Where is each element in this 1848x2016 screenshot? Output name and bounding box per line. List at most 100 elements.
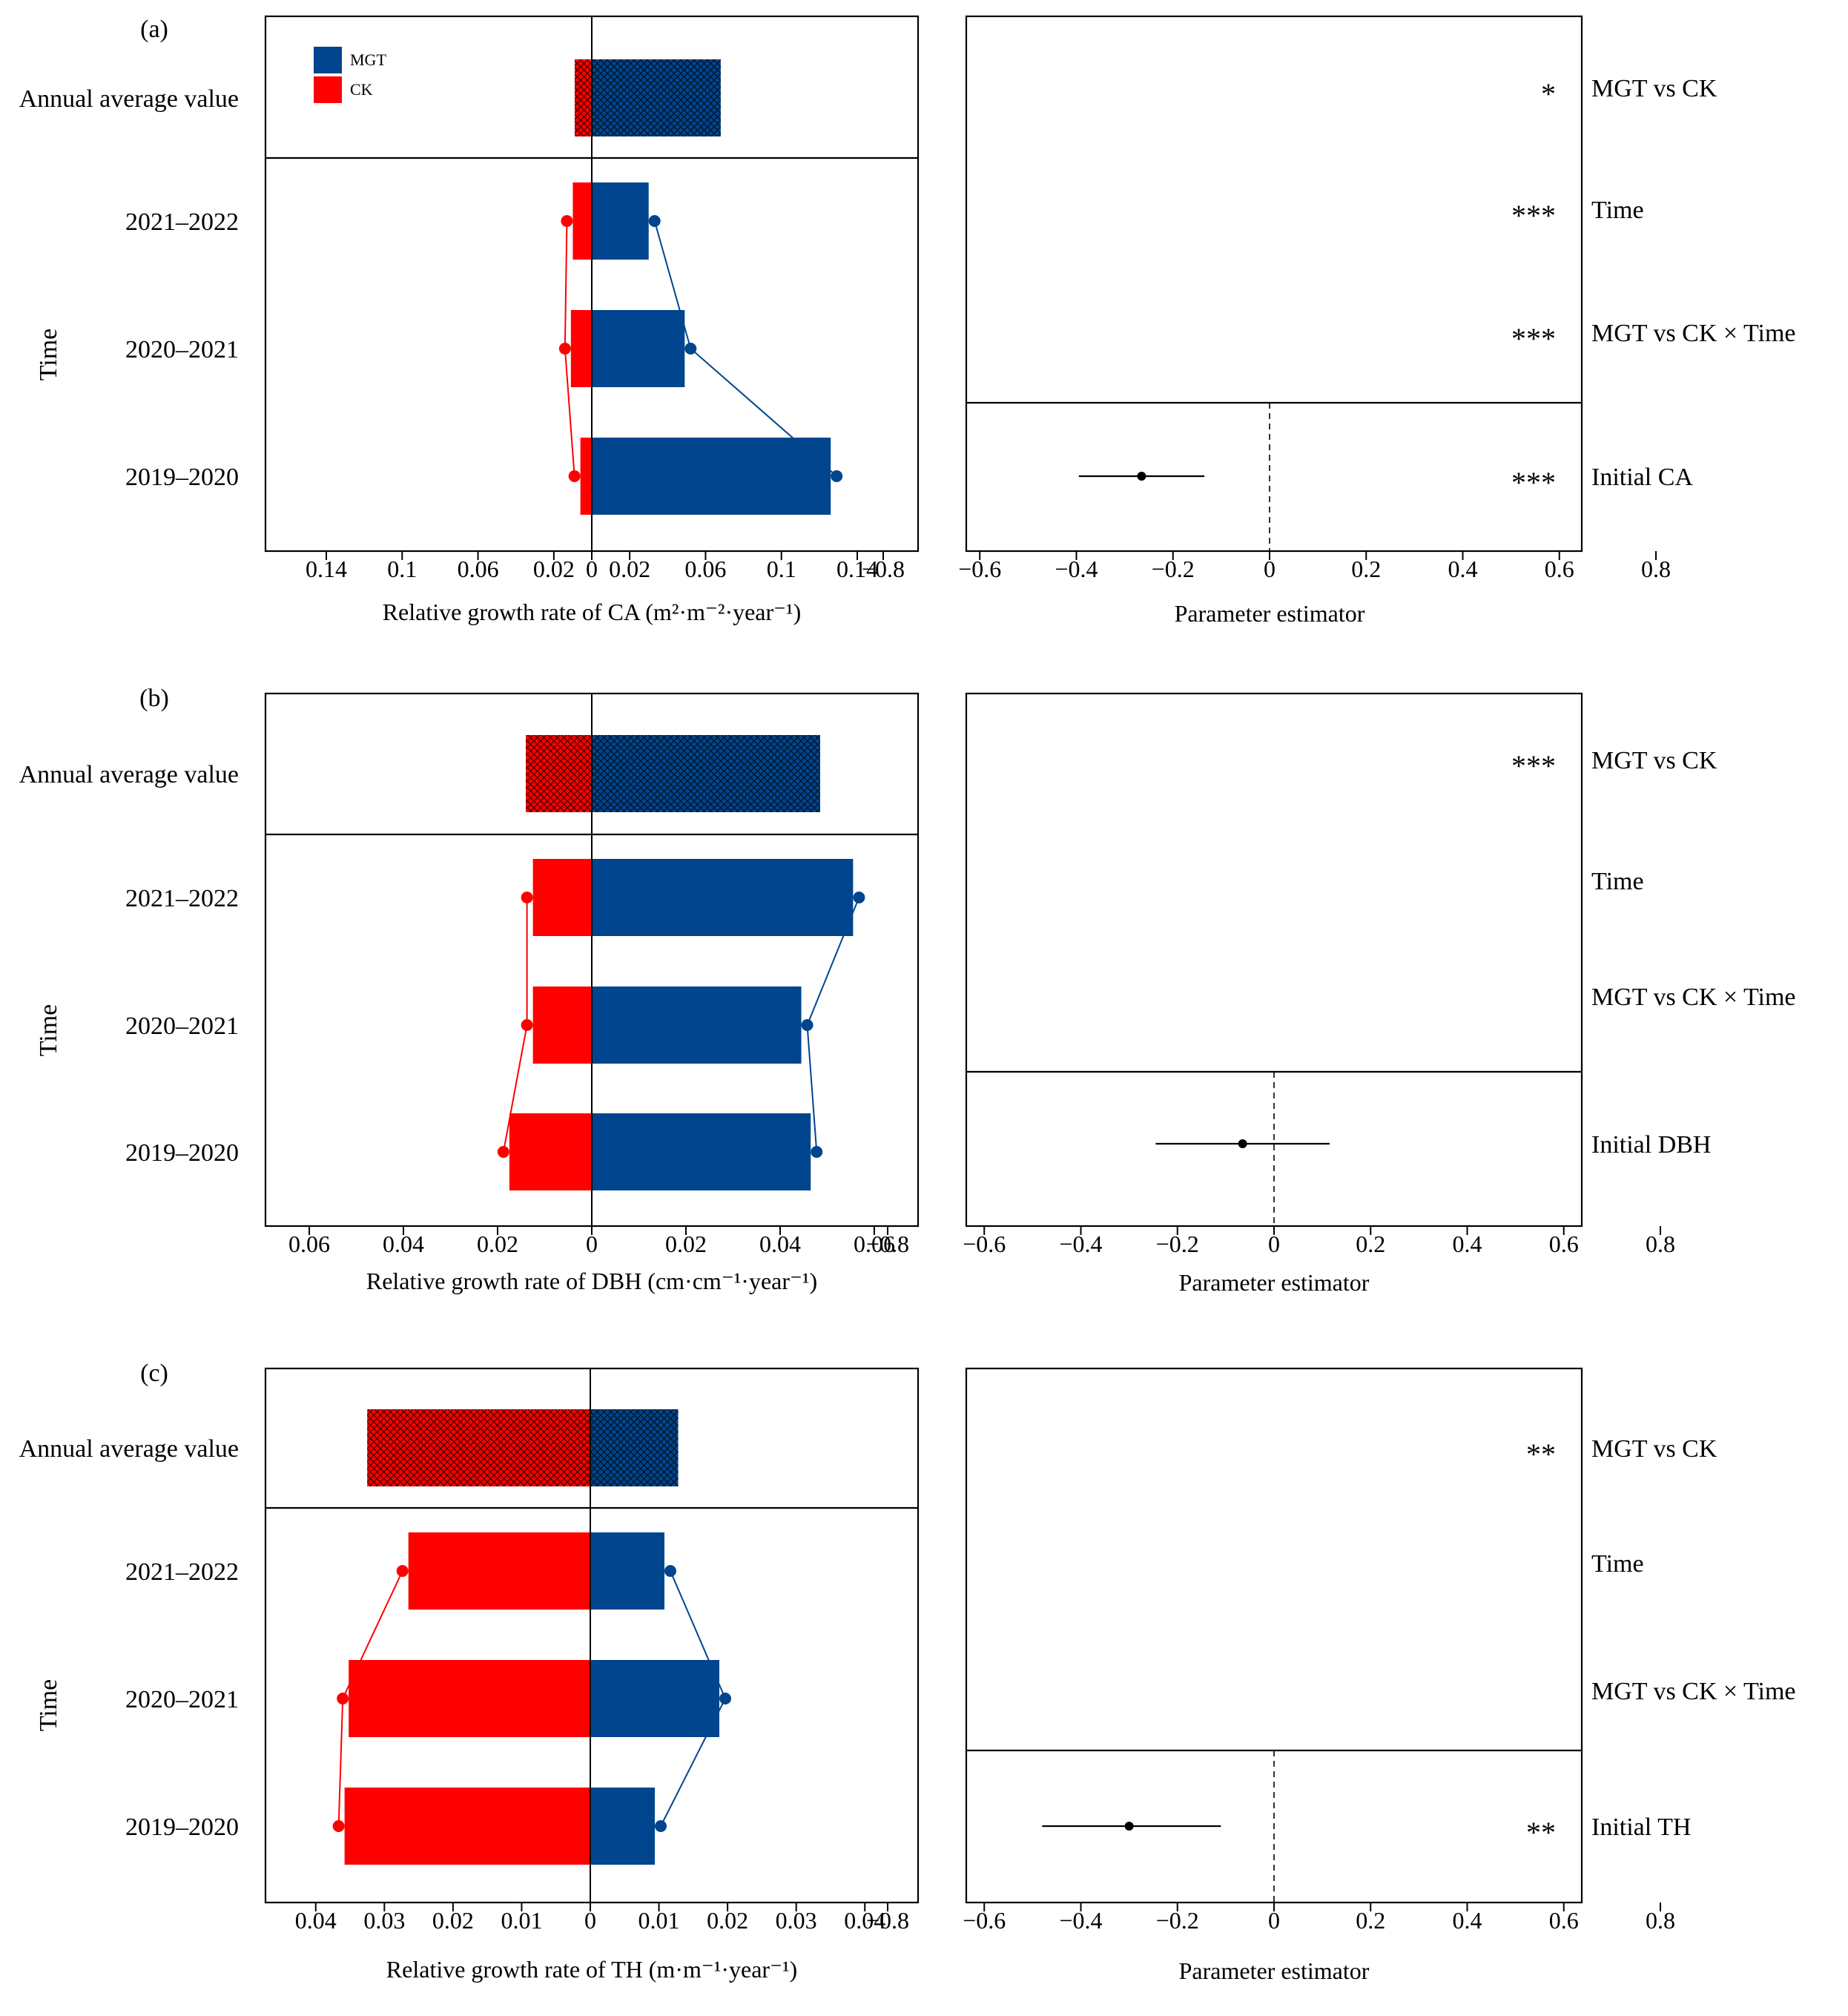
category-label: Annual average value <box>19 1435 239 1463</box>
mgt-bar <box>590 1532 664 1610</box>
x-tick-label: 0.01 <box>501 1907 542 1934</box>
significance-marker: *** <box>1511 322 1556 355</box>
x-tick-label: −0.2 <box>1152 556 1195 582</box>
category-label: 2020–2021 <box>125 1012 239 1040</box>
mgt-bar-hatch <box>592 59 721 136</box>
mgt-bar <box>590 1788 656 1865</box>
x-tick-label: 0.1 <box>767 556 796 582</box>
mgt-bar <box>592 1113 811 1190</box>
panel-label: (a) <box>140 16 168 43</box>
estimate-point <box>1124 1822 1134 1831</box>
ck-bar <box>572 182 592 260</box>
x-tick-label: 0.04 <box>383 1231 424 1257</box>
x-tick-label: 0.03 <box>776 1907 817 1934</box>
significance-marker: ** <box>1526 1816 1556 1849</box>
effect-term-label: Initial CA <box>1591 464 1693 491</box>
x-tick-label: 0.1 <box>387 556 417 582</box>
x-tick-label: 0.6 <box>1545 556 1574 582</box>
x-tick-label: −0.2 <box>1156 1907 1199 1934</box>
mgt-bar <box>592 986 802 1064</box>
mgt-bar <box>592 859 854 936</box>
effect-term-label: MGT vs CK × Time <box>1591 984 1796 1011</box>
x-tick-label: 0.14 <box>306 556 347 582</box>
ck-bar <box>570 310 592 387</box>
legend-mgt-label: MGT <box>350 50 386 69</box>
x-tick-label: 0 <box>1264 556 1276 582</box>
x-axis-label: Parameter estimator <box>1175 600 1365 627</box>
effect-term-label: Time <box>1591 197 1644 224</box>
x-tick-label: −0.8 <box>862 556 905 582</box>
x-tick-label: 0.02 <box>477 1231 518 1257</box>
mgt-bar <box>590 1660 720 1737</box>
x-tick-label: 0.02 <box>609 556 650 582</box>
x-tick-label: −0.2 <box>1156 1231 1199 1257</box>
mgt-bar <box>592 310 685 387</box>
ck-bar-hatch <box>574 59 592 136</box>
legend-ck-swatch <box>314 76 342 103</box>
x-tick-label: 0.03 <box>363 1907 405 1934</box>
mgt-trend-line <box>660 1570 727 1827</box>
x-tick-label: 0.02 <box>707 1907 748 1934</box>
estimate-point <box>1137 472 1146 481</box>
mgt-bar <box>592 182 649 260</box>
x-tick-label: 0 <box>584 1907 596 1934</box>
x-axis-label: Relative growth rate of TH (m·m⁻¹·year⁻¹… <box>386 1956 797 1983</box>
x-tick-label: 0.2 <box>1356 1231 1385 1257</box>
x-tick-label: 0.8 <box>1646 1231 1675 1257</box>
mgt-bar <box>592 438 831 515</box>
x-tick-label: 0.02 <box>432 1907 474 1934</box>
category-label: Annual average value <box>19 85 239 113</box>
category-label: 2020–2021 <box>125 336 239 363</box>
significance-marker: * <box>1541 77 1556 111</box>
effect-term-label: Time <box>1591 868 1644 895</box>
x-tick-label: −0.6 <box>958 556 1001 582</box>
x-tick-label: −0.8 <box>866 1907 909 1934</box>
x-tick-label: 0.2 <box>1356 1907 1385 1934</box>
x-tick-label: 0.6 <box>1549 1231 1579 1257</box>
x-tick-label: 0.4 <box>1453 1231 1482 1257</box>
x-tick-label: 0 <box>586 556 598 582</box>
x-axis-label: Parameter estimator <box>1179 1269 1370 1296</box>
effect-term-label: MGT vs CK × Time <box>1591 1678 1796 1705</box>
ck-bar-hatch <box>367 1409 590 1486</box>
mgt-trend-line <box>806 897 860 1153</box>
effect-term-label: MGT vs CK <box>1591 1435 1717 1463</box>
mgt-bar-hatch <box>590 1409 679 1486</box>
category-label: 2019–2020 <box>125 1814 239 1841</box>
category-label: 2020–2021 <box>125 1686 239 1713</box>
x-tick-label: 0.01 <box>638 1907 680 1934</box>
category-label: 2021–2022 <box>125 208 239 236</box>
x-tick-label: 0.04 <box>295 1907 337 1934</box>
x-tick-label: 0.04 <box>844 1907 885 1934</box>
significance-marker: *** <box>1511 749 1556 783</box>
y-axis-label: Time <box>35 1004 62 1057</box>
x-tick-label: 0 <box>1268 1907 1280 1934</box>
x-tick-label: −0.4 <box>1055 556 1098 582</box>
x-tick-label: −0.4 <box>1059 1907 1102 1934</box>
ck-trend-line <box>564 220 575 477</box>
ck-bar-hatch <box>526 735 592 812</box>
x-axis-label: Parameter estimator <box>1179 1957 1370 1984</box>
x-axis-label: Relative growth rate of CA (m²·m⁻²·year⁻… <box>383 599 802 625</box>
right-plot-frame <box>965 15 1583 553</box>
significance-marker: *** <box>1511 199 1556 232</box>
category-label: 2021–2022 <box>125 885 239 912</box>
ck-bar <box>349 1660 590 1737</box>
ck-trend-line <box>337 1570 403 1827</box>
significance-marker: *** <box>1511 466 1556 499</box>
ck-bar <box>408 1532 590 1610</box>
mgt-trend-line <box>653 220 837 477</box>
ck-bar <box>580 438 592 515</box>
panel-label: (c) <box>140 1360 168 1387</box>
category-label: 2019–2020 <box>125 464 239 491</box>
panel-b: (b) Annual average value 2021–2022 2020–202… <box>19 685 1796 1296</box>
legend-mgt-swatch <box>314 47 342 73</box>
x-tick-label: −0.6 <box>963 1231 1006 1257</box>
x-tick-label: −0.4 <box>1059 1231 1102 1257</box>
x-tick-label: 0.06 <box>458 556 499 582</box>
x-axis-label: Relative growth rate of DBH (cm·cm⁻¹·yea… <box>366 1268 817 1294</box>
x-tick-label: 0.8 <box>1641 556 1671 582</box>
significance-marker: ** <box>1526 1437 1556 1471</box>
x-tick-label: 0.8 <box>1646 1907 1675 1934</box>
